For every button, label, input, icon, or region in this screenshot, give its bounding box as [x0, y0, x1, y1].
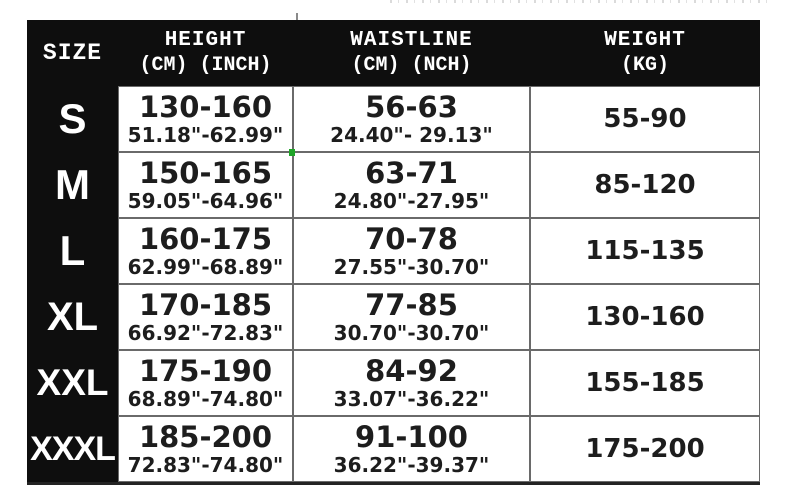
col-header-height-units: (CM) (INCH) — [139, 54, 272, 77]
waistline-cell: 77-85 30.70"-30.70" — [293, 284, 530, 350]
col-header-waistline-label: WAISTLINE — [350, 29, 473, 52]
height-cell: 185-200 72.83"-74.80" — [118, 416, 293, 482]
height-cm-value: 130-160 — [138, 90, 273, 124]
waistline-cell: 56-63 24.40"- 29.13" — [293, 86, 530, 152]
weight-cell: 175-200 — [530, 416, 760, 482]
height-cell: 150-165 59.05"-64.96" — [118, 152, 293, 218]
waistline-cell: 70-78 27.55"-30.70" — [293, 218, 530, 284]
waistline-cm-value: 91-100 — [355, 420, 468, 454]
weight-cell: 85-120 — [530, 152, 760, 218]
col-header-weight-units: (KG) — [620, 54, 669, 77]
waistline-inch-value: 33.07"-36.22" — [333, 387, 490, 411]
waistline-cell: 63-71 24.80"-27.95" — [293, 152, 530, 218]
height-cell: 130-160 51.18"-62.99" — [118, 86, 293, 152]
height-cm-value: 160-175 — [138, 222, 273, 256]
waistline-inch-value: 24.40"- 29.13" — [330, 123, 493, 147]
height-inch-value: 51.18"-62.99" — [127, 123, 284, 147]
col-header-height: HEIGHT (CM) (INCH) — [118, 20, 293, 86]
col-header-waistline-units: (CM) (NCH) — [351, 54, 472, 77]
waistline-cm-value: 84-92 — [365, 354, 458, 388]
height-cell: 160-175 62.99"-68.89" — [118, 218, 293, 284]
weight-kg-value: 85-120 — [594, 170, 696, 200]
weight-kg-value: 155-185 — [585, 368, 705, 398]
height-inch-value: 68.89"-74.80" — [127, 387, 284, 411]
waistline-inch-value: 24.80"-27.95" — [333, 189, 490, 213]
green-artifact-mark — [289, 149, 295, 156]
height-inch-value: 59.05"-64.96" — [127, 189, 284, 213]
col-header-weight-label: WEIGHT — [604, 29, 686, 52]
height-cm-value: 175-190 — [138, 354, 273, 388]
weight-kg-value: 130-160 — [585, 302, 705, 332]
clipped-text-remnant — [390, 0, 770, 3]
waistline-inch-value: 36.22"-39.37" — [333, 453, 490, 477]
height-cm-value: 170-185 — [138, 288, 273, 322]
weight-kg-value: 115-135 — [585, 236, 705, 266]
waistline-cell: 84-92 33.07"-36.22" — [293, 350, 530, 416]
weight-cell: 155-185 — [530, 350, 760, 416]
height-inch-value: 62.99"-68.89" — [127, 255, 284, 279]
waistline-cell: 91-100 36.22"-39.37" — [293, 416, 530, 482]
size-chart-table: SIZE HEIGHT (CM) (INCH) WAISTLINE (CM) (… — [27, 20, 760, 485]
size-cell: L — [27, 218, 118, 284]
size-cell: XL — [27, 284, 118, 350]
size-cell: M — [27, 152, 118, 218]
weight-kg-value: 175-200 — [585, 434, 705, 464]
col-header-height-label: HEIGHT — [164, 29, 247, 52]
waistline-cm-value: 77-85 — [365, 288, 458, 322]
col-header-weight: WEIGHT (KG) — [530, 20, 760, 86]
waistline-inch-value: 27.55"-30.70" — [333, 255, 490, 279]
waistline-cm-value: 56-63 — [365, 90, 458, 124]
size-cell: S — [27, 86, 118, 152]
height-inch-value: 66.92"-72.83" — [127, 321, 284, 345]
waistline-cm-value: 70-78 — [365, 222, 458, 256]
waistline-inch-value: 30.70"-30.70" — [333, 321, 490, 345]
height-cm-value: 185-200 — [138, 420, 273, 454]
height-cell: 175-190 68.89"-74.80" — [118, 350, 293, 416]
height-inch-value: 72.83"-74.80" — [127, 453, 284, 477]
weight-cell: 130-160 — [530, 284, 760, 350]
weight-kg-value: 55-90 — [603, 104, 687, 134]
height-cm-value: 150-165 — [138, 156, 273, 190]
size-cell: XXXL — [27, 416, 118, 482]
gridline-tick-remnant — [296, 13, 298, 21]
col-header-size-label: SIZE — [42, 40, 103, 66]
weight-cell: 115-135 — [530, 218, 760, 284]
col-header-waistline: WAISTLINE (CM) (NCH) — [293, 20, 530, 86]
weight-cell: 55-90 — [530, 86, 760, 152]
waistline-cm-value: 63-71 — [365, 156, 458, 190]
col-header-size: SIZE — [27, 20, 118, 86]
height-cell: 170-185 66.92"-72.83" — [118, 284, 293, 350]
size-cell: XXL — [27, 350, 118, 416]
